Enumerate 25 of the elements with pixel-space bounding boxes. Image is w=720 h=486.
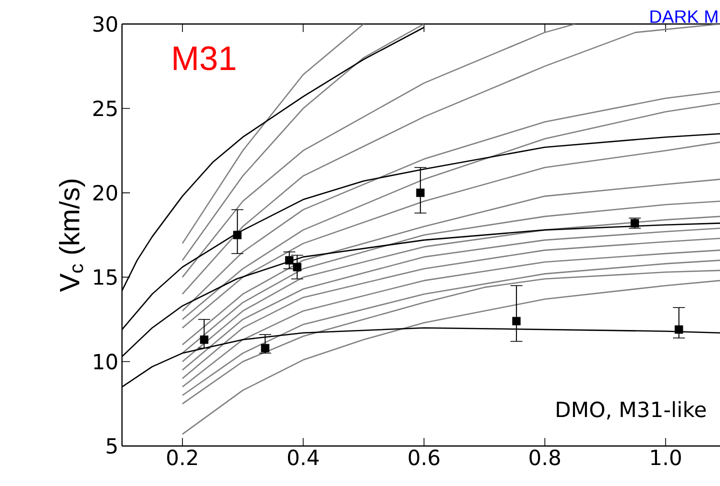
line-series xyxy=(182,280,720,435)
point xyxy=(674,325,684,334)
line-series xyxy=(182,178,720,346)
annotation: M31 xyxy=(174,46,236,70)
x-tick-label: 0.8 xyxy=(530,450,560,466)
y-tick-label: 25 xyxy=(93,100,117,116)
y-tick-label: 30 xyxy=(93,16,118,32)
x-tick-label: 0.6 xyxy=(408,450,440,466)
annotation: DMO, M31-like xyxy=(556,401,706,420)
text: DARK M xyxy=(650,10,718,23)
y-tick-label: 20 xyxy=(93,184,118,201)
y-tick-label: 15 xyxy=(94,269,117,285)
point xyxy=(200,335,208,344)
point xyxy=(285,256,294,265)
y-tick-label: 5 xyxy=(106,438,117,454)
x-tick-label: 1.0 xyxy=(651,450,681,466)
x-tick-label: 0.4 xyxy=(288,450,319,466)
point xyxy=(416,188,425,197)
point xyxy=(630,219,640,228)
y-axis-title: V$_{c}$ (km/s) xyxy=(59,180,86,292)
y-tick-label: 10 xyxy=(94,354,118,370)
point xyxy=(512,316,521,326)
point xyxy=(233,230,242,240)
point xyxy=(292,262,302,272)
x-tick-label: 0.2 xyxy=(167,450,197,466)
